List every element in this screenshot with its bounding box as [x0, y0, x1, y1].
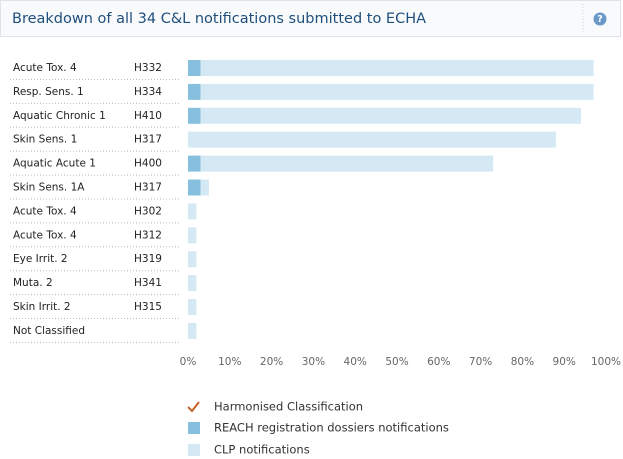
bar-segment — [188, 155, 201, 172]
category-label: Acute Tox. 4 — [13, 205, 77, 217]
code-label: H341 — [134, 277, 162, 289]
help-icon[interactable] — [593, 12, 607, 26]
code-label: H302 — [134, 205, 162, 217]
legend-label: CLP notifications — [214, 443, 310, 457]
header — [0, 0, 621, 37]
bar-segment — [188, 227, 197, 244]
code-label: H400 — [134, 158, 162, 170]
x-tick-label: 50% — [385, 356, 408, 368]
x-tick-label: 30% — [302, 356, 325, 368]
bar-segment — [188, 179, 201, 196]
code-label: H312 — [134, 229, 162, 241]
bar-segment — [188, 83, 201, 100]
category-label: Muta. 2 — [13, 277, 53, 289]
help-icon-text[interactable]: ? — [597, 14, 603, 25]
legend-swatch — [188, 444, 200, 456]
bar-segment — [188, 203, 197, 220]
code-label: H332 — [134, 62, 162, 74]
category-label: Skin Irrit. 2 — [13, 301, 71, 313]
x-tick-label: 40% — [344, 356, 367, 368]
category-label: Aquatic Acute 1 — [13, 158, 96, 170]
code-label: H319 — [134, 253, 162, 265]
category-label: Aquatic Chronic 1 — [13, 110, 106, 122]
bar-segment — [188, 251, 197, 268]
bar-segment — [188, 131, 556, 148]
code-label: H315 — [134, 301, 162, 313]
code-label: H334 — [134, 86, 162, 98]
bar-segment — [188, 322, 197, 339]
category-label: Resp. Sens. 1 — [13, 86, 84, 98]
x-tick-label: 10% — [218, 356, 241, 368]
bar-segment — [188, 299, 197, 315]
x-tick-label: 70% — [469, 356, 492, 368]
bar-segment — [188, 107, 201, 124]
x-tick-label: 90% — [553, 356, 576, 368]
x-tick-label: 60% — [427, 356, 450, 368]
x-tick-label: 80% — [511, 356, 534, 368]
x-tick-label: 20% — [260, 356, 283, 368]
code-label: H410 — [134, 110, 162, 122]
code-label: H317 — [134, 134, 162, 146]
category-label: Acute Tox. 4 — [13, 229, 77, 241]
legend-label: Harmonised Classification — [214, 400, 363, 414]
bar-segment — [188, 275, 197, 292]
bar-segment — [188, 60, 201, 76]
legend-swatch — [188, 422, 200, 434]
legend-label: REACH registration dossiers notification… — [214, 421, 449, 435]
bar-segment — [200, 83, 594, 100]
category-label: Skin Sens. 1A — [13, 182, 85, 194]
bar-segment — [200, 179, 209, 196]
bar-segment — [200, 155, 494, 172]
category-label: Skin Sens. 1 — [13, 134, 77, 146]
bar-segment — [200, 60, 594, 76]
x-tick-label: 100% — [591, 356, 621, 368]
category-label: Not Classified — [13, 325, 85, 337]
code-label: H317 — [134, 182, 162, 194]
chart-title: Breakdown of all 34 C&L notifications su… — [12, 11, 426, 27]
bar-segment — [200, 107, 581, 124]
x-tick-label: 0% — [180, 356, 197, 368]
legend-check — [187, 401, 200, 413]
category-label: Eye Irrit. 2 — [13, 253, 68, 265]
category-label: Acute Tox. 4 — [13, 62, 77, 74]
